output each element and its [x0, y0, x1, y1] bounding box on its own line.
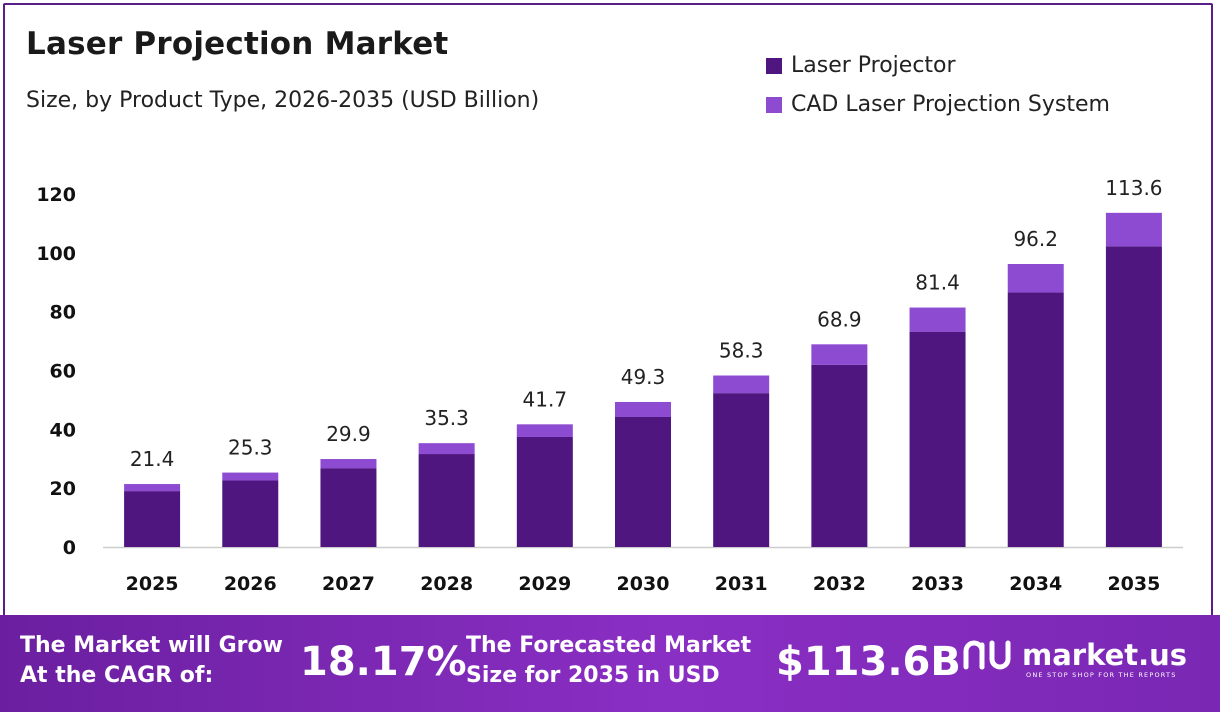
data-label-total-2027: 29.9	[326, 422, 371, 446]
bar-cad-system-2035	[1105, 212, 1162, 247]
data-label-total-2033: 81.4	[915, 271, 960, 295]
bar-laser-projector-2026	[222, 480, 279, 547]
data-label-total-2032: 68.9	[817, 307, 862, 331]
bar-cad-system-2034	[1007, 264, 1064, 293]
bar-laser-projector-2029	[516, 436, 573, 547]
data-label-total-2029: 41.7	[523, 387, 568, 411]
bar-cad-system-2030	[615, 401, 671, 417]
legend-label-laser-projector: Laser Projector	[791, 53, 956, 78]
forecast-label-line1: The Forecasted Market	[466, 633, 752, 658]
legend-label-cad-system: CAD Laser Projection System	[791, 92, 1110, 117]
footer-banner: The Market will Grow At the CAGR of: 18.…	[0, 615, 1220, 712]
x-tick-label-2033: 2033	[911, 573, 964, 595]
y-tick-label: 100	[36, 243, 76, 265]
bar-cad-system-2032	[811, 344, 868, 365]
brand-tagline: ONE STOP SHOP FOR THE REPORTS	[1026, 671, 1177, 679]
cagr-value: 18.17%	[300, 639, 467, 685]
x-tick-label-2026: 2026	[224, 573, 277, 595]
brand-name: market.us	[1022, 638, 1188, 672]
bar-laser-projector-2032	[811, 364, 868, 547]
y-tick-label: 40	[50, 419, 76, 441]
data-label-total-2030: 49.3	[621, 365, 666, 389]
bar-laser-projector-2031	[713, 393, 770, 547]
y-tick-label: 0	[63, 537, 76, 559]
bar-laser-projector-2025	[124, 491, 181, 547]
brand-logo: market.us ONE STOP SHOP FOR THE REPORTS	[962, 637, 1188, 679]
bar-cad-system-2025	[124, 484, 181, 492]
legend: Laser Projector CAD Laser Projection Sys…	[766, 46, 1110, 124]
legend-item-laser-projector: Laser Projector	[766, 46, 1110, 85]
data-label-total-2031: 58.3	[719, 339, 764, 363]
y-tick-label: 80	[50, 302, 76, 324]
bar-laser-projector-2034	[1007, 292, 1064, 547]
x-tick-label-2025: 2025	[126, 573, 179, 595]
y-tick-label: 120	[36, 184, 76, 206]
chart-title: Laser Projection Market	[26, 26, 449, 62]
cagr-label-line2: At the CAGR of:	[20, 663, 214, 688]
bar-laser-projector-2027	[320, 468, 377, 547]
data-label-total-2028: 35.3	[424, 406, 469, 430]
bar-cad-system-2028	[418, 443, 475, 455]
bar-cad-system-2027	[320, 459, 377, 469]
data-label-total-2026: 25.3	[228, 436, 273, 460]
y-tick-label: 60	[50, 361, 76, 383]
bar-cad-system-2031	[713, 375, 770, 394]
bar-laser-projector-2033	[909, 331, 966, 547]
legend-swatch-cad-system	[766, 96, 782, 113]
data-label-total-2025: 21.4	[130, 447, 175, 471]
forecast-label-line2: Size for 2035 in USD	[466, 663, 720, 688]
forecast-value: $113.6B	[776, 639, 961, 685]
data-label-total-2035: 113.6	[1105, 176, 1162, 200]
x-tick-label-2035: 2035	[1107, 573, 1160, 595]
x-tick-label-2032: 2032	[813, 573, 866, 595]
x-tick-label-2028: 2028	[420, 573, 473, 595]
legend-item-cad-system: CAD Laser Projection System	[766, 85, 1110, 124]
bar-laser-projector-2035	[1105, 246, 1162, 547]
y-tick-label: 20	[50, 478, 76, 500]
data-label-total-2034: 96.2	[1013, 227, 1058, 251]
bar-laser-projector-2030	[615, 416, 671, 547]
x-tick-label-2034: 2034	[1009, 573, 1062, 595]
bar-laser-projector-2028	[418, 454, 475, 547]
bar-cad-system-2026	[222, 472, 279, 481]
cagr-label-line1: The Market will Grow	[20, 633, 283, 658]
bar-cad-system-2029	[516, 424, 573, 437]
bar-chart: 0 20 40 60 80 100 120 21.4 2025 25.3 2026 29.9 2027 3…	[36, 176, 1183, 595]
x-tick-label-2027: 2027	[322, 573, 375, 595]
chart-subtitle: Size, by Product Type, 2026-2035 (USD Bi…	[26, 88, 540, 113]
legend-swatch-laser-projector	[766, 57, 782, 74]
x-tick-label-2030: 2030	[617, 573, 670, 595]
x-tick-label-2029: 2029	[518, 573, 571, 595]
market-us-logo-icon	[963, 640, 1011, 670]
bar-cad-system-2033	[909, 307, 966, 332]
x-tick-label-2031: 2031	[715, 573, 768, 595]
